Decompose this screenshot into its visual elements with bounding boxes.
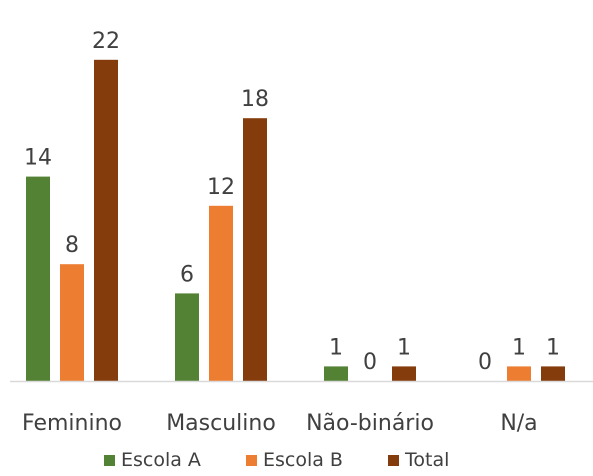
data-label-escola-b-feminino: 8 [65, 233, 79, 258]
data-label-escola-a-feminino: 14 [24, 146, 52, 171]
bar-total-nao-binario [392, 366, 416, 381]
bar-escola-a-feminino [26, 176, 50, 381]
category-label-nao-binario: Não-binário [306, 411, 434, 436]
bars-layer [26, 59, 565, 382]
legend-label-escola-a: Escola A [121, 449, 201, 471]
bar-total-masculino [243, 118, 267, 381]
bar-total-feminino [94, 59, 118, 382]
legend-swatch-escola-b [246, 455, 257, 466]
bar-escola-b-feminino [60, 264, 84, 381]
bar-escola-b-n-a [507, 366, 531, 381]
data-label-escola-a-nao-binario: 1 [329, 335, 343, 360]
category-label-masculino: Masculino [166, 411, 276, 436]
bar-escola-a-masculino [175, 293, 199, 381]
category-label-n-a: N/a [500, 411, 537, 436]
data-label-total-feminino: 22 [92, 29, 120, 54]
legend: Escola A Escola B Total [104, 449, 449, 471]
category-label-feminino: Feminino [22, 411, 122, 436]
data-label-escola-b-n-a: 1 [512, 335, 526, 360]
legend-item-escola-b: Escola B [246, 449, 343, 471]
legend-swatch-escola-a [104, 455, 115, 466]
data-label-escola-b-nao-binario: 0 [363, 350, 377, 375]
legend-label-total: Total [404, 449, 449, 471]
legend-label-escola-b: Escola B [263, 449, 343, 471]
category-labels-layer: Feminino Masculino Não-binário N/a [22, 411, 538, 436]
data-label-total-n-a: 1 [546, 335, 560, 360]
data-label-escola-b-masculino: 12 [207, 175, 235, 200]
data-label-escola-a-n-a: 0 [478, 350, 492, 375]
bar-escola-b-masculino [209, 205, 233, 381]
data-label-total-masculino: 18 [241, 87, 269, 112]
bar-total-n-a [541, 366, 565, 381]
data-label-escola-a-masculino: 6 [180, 262, 194, 287]
data-label-total-nao-binario: 1 [397, 335, 411, 360]
legend-item-total: Total [388, 449, 449, 471]
bar-escola-a-nao-binario [324, 366, 348, 381]
legend-item-escola-a: Escola A [104, 449, 201, 471]
legend-swatch-total [388, 455, 399, 466]
